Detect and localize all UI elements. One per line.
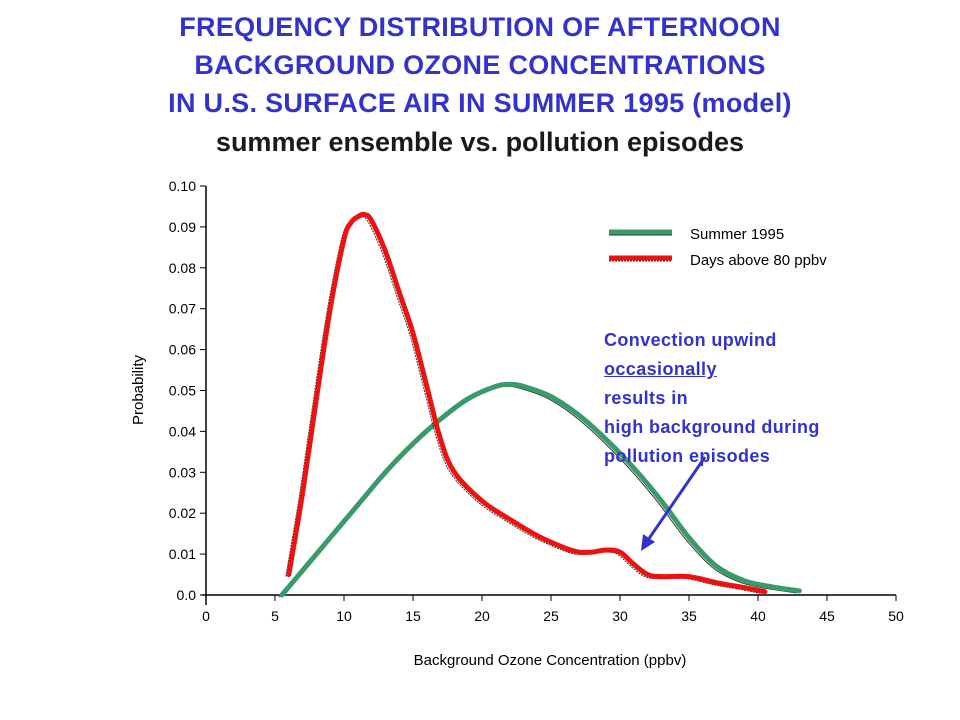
days-above-80-series-line [286, 211, 768, 595]
annotation-arrow-shaft [646, 456, 707, 541]
y-tick-label: 0.03 [169, 464, 196, 480]
x-tick-label: 45 [819, 608, 835, 624]
x-tick-label: 10 [336, 608, 352, 624]
chart-subtitle: summer ensemble vs. pollution episodes [215, 127, 745, 157]
y-axis-title: Probability [130, 354, 147, 425]
y-tick-label: 0.10 [169, 178, 196, 194]
annotation-line-4: pollution episodes [604, 446, 771, 466]
annotation-line-1: Convection upwind [604, 330, 777, 350]
x-tick-label: 30 [612, 608, 628, 624]
x-tick-label: 40 [750, 608, 766, 624]
x-tick-label: 50 [888, 608, 904, 624]
title-line-3: IN U.S. SURFACE AIR IN SUMMER 1995 (mode… [168, 88, 792, 118]
x-tick-label: 35 [681, 608, 697, 624]
x-axis-title: Background Ozone Concentration (ppbv) [414, 652, 687, 669]
legend-days-above-80-label: Days above 80 ppbv [690, 252, 827, 269]
arrow-layer [641, 456, 707, 551]
annotation-arrow-head [641, 534, 655, 551]
x-tick-label: 15 [405, 608, 421, 624]
y-tick-label: 0.08 [169, 260, 196, 276]
annotation-line-2: occasionally results in [604, 355, 904, 413]
x-tick-label: 25 [543, 608, 559, 624]
y-tick-label: 0.04 [169, 423, 196, 439]
summer-1995-series-line [279, 381, 802, 598]
x-tick-label: 20 [474, 608, 490, 624]
y-tick-label: 0.02 [169, 505, 196, 521]
series-layer [278, 211, 802, 598]
title-line-1: FREQUENCY DISTRIBUTION OF AFTERNOON [179, 12, 781, 42]
x-tick-label: 5 [271, 608, 279, 624]
x-tick-label: 0 [202, 608, 210, 624]
axes: 0.0 0.01 0.02 0.03 0.04 0.05 0.06 0.07 0.08 0.09 0… [130, 178, 904, 669]
legend: Summer 1995 Days above 80 ppbv [609, 226, 827, 269]
y-tick-label: 0.01 [169, 546, 196, 562]
y-tick-label: 0.06 [169, 342, 196, 358]
y-tick-label: 0.0 [177, 587, 197, 603]
title-line-2: BACKGROUND OZONE CONCENTRATIONS [194, 50, 766, 80]
y-tick-label: 0.07 [169, 301, 196, 317]
annotation-text: Convection upwind occasionally results i… [604, 326, 904, 471]
annotation-underlined-word: occasionally [604, 359, 717, 379]
annotation-line-3: high background during [604, 417, 820, 437]
y-tick-label: 0.05 [169, 383, 196, 399]
legend-summer-1995-label: Summer 1995 [690, 226, 784, 243]
annotation-line-2-rest: results in [604, 388, 689, 408]
y-tick-label: 0.09 [169, 219, 196, 235]
chart-title: FREQUENCY DISTRIBUTION OF AFTERNOON BACK… [0, 8, 960, 162]
